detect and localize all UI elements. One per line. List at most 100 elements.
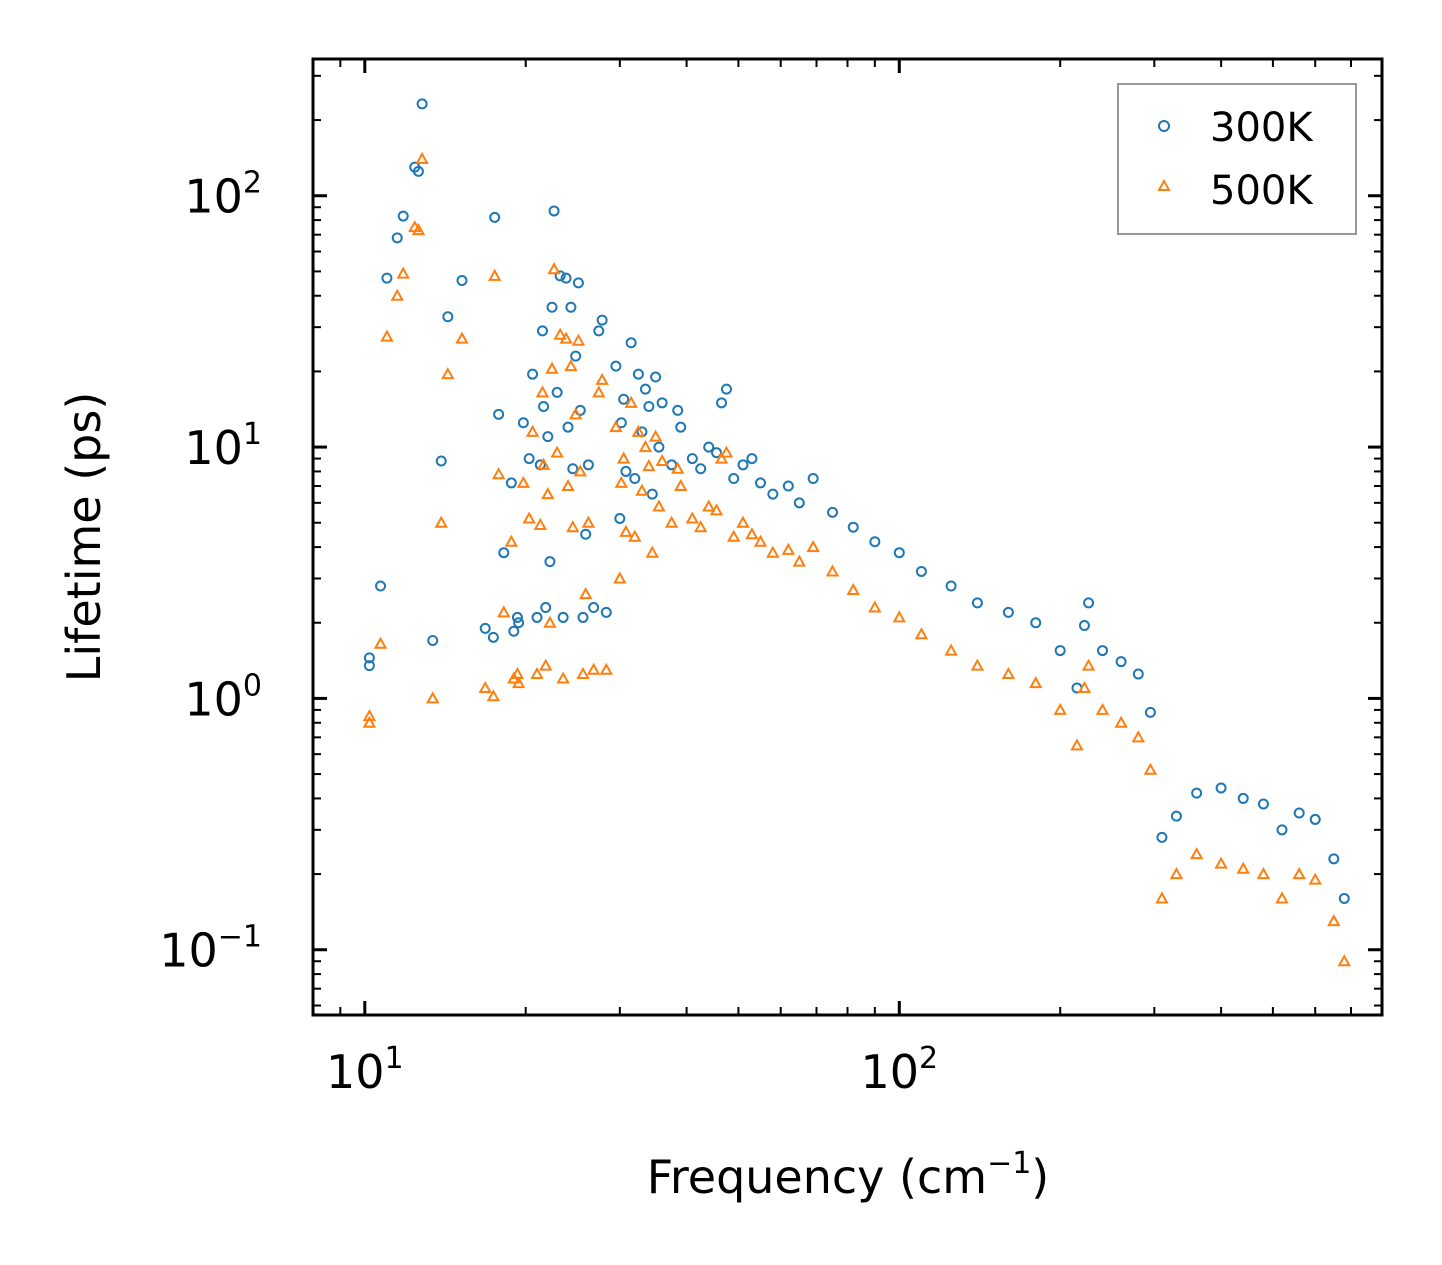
- data-point: [1081, 658, 1096, 671]
- data-point: [1337, 954, 1351, 967]
- data-point: [728, 472, 740, 484]
- data-point: [782, 480, 794, 492]
- data-point: [478, 680, 492, 694]
- data-point: [564, 359, 578, 372]
- data-point: [513, 617, 525, 629]
- legend-label-500k: 500K: [1210, 168, 1314, 214]
- data-point: [479, 622, 491, 634]
- data-point: [557, 611, 569, 623]
- data-point: [674, 478, 688, 492]
- data-point: [914, 627, 929, 640]
- data-point: [442, 311, 454, 323]
- data-point: [766, 545, 780, 558]
- data-point: [653, 441, 665, 453]
- data-point: [517, 417, 529, 429]
- data-point: [391, 232, 403, 244]
- data-point: [556, 671, 570, 684]
- data-point: [737, 459, 749, 471]
- data-point: [892, 610, 906, 623]
- data-point: [1189, 847, 1204, 860]
- y-tick-label: 101: [184, 417, 262, 475]
- data-point: [426, 691, 440, 704]
- data-point: [629, 472, 641, 484]
- data-point: [806, 540, 820, 553]
- data-point: [632, 368, 644, 380]
- data-point: [434, 515, 448, 528]
- data-point: [580, 528, 592, 540]
- data-point: [511, 611, 523, 623]
- data-point: [675, 421, 687, 433]
- data-point: [620, 465, 632, 477]
- data-point: [538, 401, 550, 413]
- data-point: [493, 408, 505, 420]
- data-point: [686, 453, 698, 465]
- data-point: [545, 361, 559, 374]
- data-point: [616, 451, 631, 464]
- data-point: [635, 483, 649, 496]
- data-point: [565, 301, 577, 313]
- data-point: [650, 371, 662, 383]
- data-point: [551, 386, 563, 398]
- data-point: [685, 511, 700, 524]
- data-point: [568, 407, 583, 420]
- data-point: [544, 556, 556, 568]
- data-point: [1070, 738, 1084, 751]
- data-point: [541, 487, 555, 500]
- data-point: [390, 288, 404, 301]
- data-point: [652, 499, 666, 512]
- data-point: [573, 464, 587, 477]
- data-point: [375, 580, 387, 592]
- legend-label-300k: 300K: [1210, 105, 1314, 151]
- data-point: [614, 475, 629, 488]
- data-point: [1155, 891, 1169, 904]
- data-point: [491, 467, 506, 480]
- data-point: [600, 606, 612, 618]
- data-point: [1030, 617, 1042, 629]
- data-point: [486, 689, 501, 702]
- data-point: [397, 210, 409, 222]
- data-point: [553, 327, 567, 340]
- y-tick-label: 10−1: [159, 920, 262, 978]
- data-point: [1131, 730, 1146, 743]
- data-point: [643, 401, 655, 413]
- data-point: [516, 475, 531, 488]
- data-point: [535, 385, 550, 398]
- data-point: [753, 534, 768, 547]
- data-point: [511, 676, 526, 689]
- data-point: [1328, 853, 1340, 865]
- data-point: [546, 301, 558, 313]
- data-point: [373, 636, 388, 649]
- data-point: [543, 615, 557, 628]
- data-point: [1114, 715, 1128, 728]
- legend-frame: [1117, 83, 1357, 235]
- data-points: [362, 98, 1351, 967]
- data-point: [523, 453, 535, 465]
- series-500k: [362, 151, 1351, 967]
- data-point: [755, 477, 767, 489]
- data-point: [624, 395, 638, 408]
- data-point: [581, 515, 596, 528]
- data-point: [455, 331, 469, 344]
- data-point: [522, 511, 536, 524]
- data-point: [380, 329, 394, 342]
- data-point: [362, 715, 377, 728]
- data-point: [1338, 892, 1350, 904]
- data-point: [727, 529, 741, 542]
- data-point: [554, 270, 566, 282]
- data-point: [709, 503, 724, 516]
- data-point: [1257, 798, 1269, 810]
- data-point: [497, 605, 511, 618]
- data-point: [915, 565, 927, 577]
- data-point: [1144, 706, 1156, 718]
- data-point: [561, 478, 575, 492]
- data-point: [599, 662, 613, 675]
- y-tick-label: 100: [184, 668, 262, 726]
- data-point: [363, 660, 375, 672]
- data-point: [456, 275, 468, 287]
- data-point: [1293, 807, 1305, 819]
- data-point: [1143, 762, 1158, 775]
- data-point: [504, 534, 519, 547]
- data-point: [1029, 676, 1043, 689]
- data-point: [536, 325, 548, 337]
